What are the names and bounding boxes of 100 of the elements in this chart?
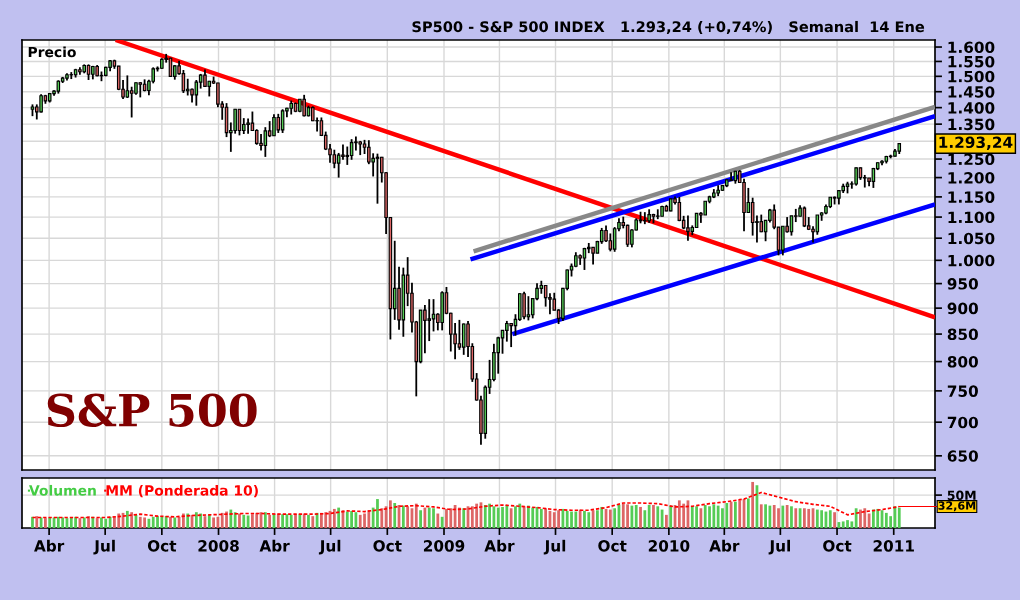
bar xyxy=(160,516,164,528)
y-tick-label: 1.000 xyxy=(948,254,995,267)
bar xyxy=(298,514,302,528)
bar xyxy=(613,508,617,528)
bar xyxy=(138,516,142,528)
y-tick-label: 750 xyxy=(947,385,978,397)
bar xyxy=(302,513,306,528)
bar xyxy=(432,508,435,528)
bar xyxy=(833,512,836,528)
candlestick xyxy=(276,112,281,134)
bar xyxy=(578,509,582,528)
bar xyxy=(652,504,655,528)
bar xyxy=(307,514,310,528)
bar xyxy=(841,521,845,528)
x-tick-label: Abr xyxy=(34,539,65,552)
y-tick-label: 950 xyxy=(947,278,978,290)
candlestick xyxy=(686,214,690,242)
x-tick-label: Abr xyxy=(709,539,740,552)
x-tick-label: Abr xyxy=(259,539,290,552)
candlestick xyxy=(332,148,337,170)
bar xyxy=(531,507,535,528)
annotation: Precio xyxy=(28,46,76,58)
y-tick-label: 1.250 xyxy=(948,153,995,166)
candlestick xyxy=(461,322,466,356)
bar xyxy=(859,509,862,528)
y-tick-label: 650 xyxy=(947,450,978,462)
bar xyxy=(380,508,384,528)
bar xyxy=(56,516,60,528)
y-tick-label: 850 xyxy=(947,328,978,341)
candlestick xyxy=(643,211,647,226)
bar xyxy=(470,506,474,528)
x-tick-label: 2010 xyxy=(648,540,690,552)
candlestick xyxy=(185,77,190,97)
bar xyxy=(557,510,560,528)
annotation: S&P 500 xyxy=(47,393,257,427)
bar xyxy=(872,509,875,528)
bar xyxy=(69,517,73,528)
y-tick-label: 1.400 xyxy=(948,102,995,114)
bar xyxy=(716,505,720,528)
bar xyxy=(87,516,90,528)
bar xyxy=(242,514,246,528)
bar xyxy=(367,510,371,528)
bar xyxy=(669,505,673,528)
bar xyxy=(311,516,315,528)
bar xyxy=(539,508,543,528)
x-tick-label: Oct xyxy=(823,540,852,552)
bar xyxy=(574,511,578,528)
bar xyxy=(281,514,284,528)
bar xyxy=(445,508,448,528)
x-tick-label: Abr xyxy=(484,539,515,552)
bar xyxy=(803,508,806,528)
bar xyxy=(268,514,272,528)
candlestick xyxy=(354,135,358,152)
bar xyxy=(91,516,95,528)
series-label: Volumen xyxy=(29,484,96,496)
bar xyxy=(74,516,77,528)
bar xyxy=(363,513,366,528)
bar xyxy=(233,512,237,528)
bar xyxy=(95,518,99,528)
bar xyxy=(884,512,888,528)
bar xyxy=(677,500,681,528)
bar xyxy=(846,520,849,528)
bar xyxy=(100,517,103,528)
x-tick-label: 2008 xyxy=(198,540,239,552)
candlestick xyxy=(345,145,350,166)
bar xyxy=(608,509,612,528)
candlestick xyxy=(129,85,134,119)
bar xyxy=(759,504,763,528)
x-tick-label: Oct xyxy=(373,540,402,552)
bar xyxy=(48,517,52,528)
bar xyxy=(475,503,479,528)
x-tick-label: Oct xyxy=(147,540,177,552)
bar xyxy=(350,510,353,528)
bar xyxy=(897,507,901,528)
bar xyxy=(708,506,711,528)
bar xyxy=(725,503,729,528)
bar xyxy=(358,514,362,528)
bar xyxy=(738,500,742,528)
bar xyxy=(289,514,293,528)
bar xyxy=(406,506,410,528)
y-tick-label: 1.450 xyxy=(948,86,995,98)
data-label: 32,6M xyxy=(938,501,976,512)
legend-label: MM (Ponderada 10) xyxy=(106,484,258,498)
bar xyxy=(850,521,854,528)
bar xyxy=(565,510,569,528)
chart-title: SP500 - S&P 500 INDEX 1.293,24 (+0,74%) Semanal 14 Ene xyxy=(412,20,925,35)
x-tick-label: 2011 xyxy=(873,540,914,552)
y-tick-label: 1.150 xyxy=(948,191,995,203)
bar xyxy=(263,512,267,528)
bar xyxy=(639,506,642,528)
candlestick xyxy=(431,298,436,333)
bar xyxy=(501,506,504,528)
y-tick-label: 1.050 xyxy=(948,232,995,245)
y-tick-label: 1.200 xyxy=(948,172,995,184)
bar xyxy=(31,516,34,528)
x-tick-label: Jul xyxy=(543,539,566,555)
bar xyxy=(626,504,629,528)
bar xyxy=(496,507,500,528)
bar xyxy=(61,517,65,528)
candlestick xyxy=(854,166,858,187)
